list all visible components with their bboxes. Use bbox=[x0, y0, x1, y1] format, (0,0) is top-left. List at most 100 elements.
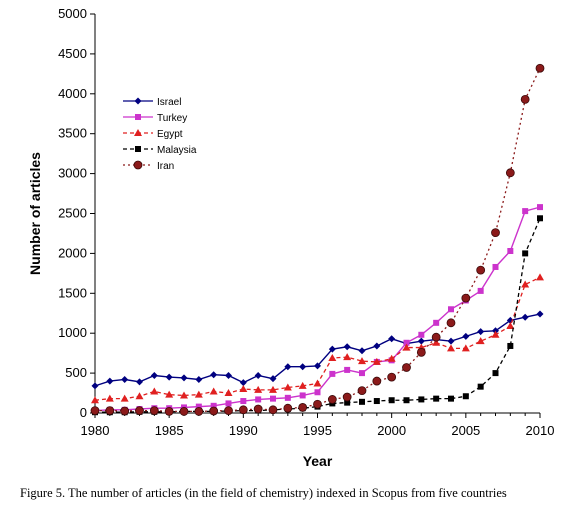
data-point-malaysia bbox=[388, 397, 395, 404]
data-point-iran bbox=[253, 404, 263, 414]
y-tick-label: 0 bbox=[80, 405, 87, 420]
data-point-egypt bbox=[372, 357, 381, 365]
data-point-malaysia bbox=[359, 398, 365, 405]
x-tick-label: 2010 bbox=[526, 423, 555, 438]
data-point-egypt bbox=[358, 357, 366, 365]
data-point-egypt bbox=[521, 280, 530, 288]
data-point-iran bbox=[120, 406, 130, 416]
data-point-iran bbox=[135, 406, 144, 416]
x-tick-label: 1990 bbox=[229, 423, 258, 438]
data-point-iran bbox=[238, 405, 248, 415]
data-point-israel bbox=[269, 375, 277, 383]
data-point-egypt bbox=[135, 392, 144, 400]
x-axis-title: Year bbox=[303, 453, 333, 469]
data-point-iran bbox=[90, 406, 100, 416]
legend-marker-egypt bbox=[134, 129, 142, 136]
data-point-malaysia bbox=[492, 370, 499, 377]
x-tick-label: 1980 bbox=[81, 423, 110, 438]
data-point-turkey bbox=[240, 398, 247, 405]
x-tick-label: 2005 bbox=[451, 423, 480, 438]
data-point-turkey bbox=[403, 339, 410, 346]
data-point-iran bbox=[268, 405, 278, 415]
data-point-iran bbox=[224, 406, 233, 416]
data-point-israel bbox=[373, 342, 381, 350]
series-egypt bbox=[91, 273, 544, 404]
data-point-egypt bbox=[298, 381, 307, 389]
data-point-egypt bbox=[313, 379, 322, 387]
data-point-israel bbox=[388, 335, 396, 343]
data-point-egypt bbox=[328, 353, 337, 361]
data-point-iran bbox=[535, 63, 545, 73]
x-tick-label: 1995 bbox=[303, 423, 332, 438]
data-point-malaysia bbox=[522, 250, 529, 257]
data-point-egypt bbox=[224, 389, 233, 397]
data-point-egypt bbox=[461, 344, 470, 352]
data-point-israel bbox=[536, 310, 544, 318]
data-point-turkey bbox=[522, 208, 529, 215]
data-point-israel bbox=[284, 363, 292, 371]
legend: Israel Turkey Egypt Malaysia Iran bbox=[123, 97, 197, 172]
data-point-israel bbox=[225, 371, 232, 379]
data-point-israel bbox=[254, 371, 262, 379]
y-tick-label: 5000 bbox=[58, 6, 87, 21]
y-axis-title: Number of articles bbox=[27, 152, 43, 275]
figure-caption: Figure 5. The number of articles (in the… bbox=[20, 486, 507, 500]
data-point-egypt bbox=[120, 394, 129, 402]
legend-label-turkey: Turkey bbox=[157, 113, 187, 124]
data-point-israel bbox=[358, 347, 366, 355]
data-point-egypt bbox=[343, 353, 352, 361]
data-point-iran bbox=[402, 363, 411, 372]
y-tick-label: 2500 bbox=[58, 206, 87, 221]
data-point-israel bbox=[180, 374, 188, 382]
data-point-iran bbox=[149, 406, 159, 416]
data-point-israel bbox=[195, 375, 203, 383]
data-point-iran bbox=[476, 265, 486, 275]
data-point-malaysia bbox=[344, 399, 351, 406]
data-point-israel bbox=[447, 337, 455, 345]
data-point-iran bbox=[194, 407, 204, 416]
data-point-iran bbox=[298, 403, 308, 412]
y-tick-label: 500 bbox=[65, 365, 87, 380]
data-point-israel bbox=[299, 363, 307, 371]
data-point-iran bbox=[357, 386, 367, 396]
chart-container: 0 500 1000 1500 2000 2500 3000 3500 4000 4500 5000… bbox=[27, 6, 555, 469]
data-point-israel bbox=[328, 345, 336, 353]
data-point-iran bbox=[342, 392, 352, 402]
legend-label-iran: Iran bbox=[157, 161, 174, 172]
legend-marker-malaysia bbox=[135, 146, 141, 152]
data-point-egypt bbox=[402, 343, 411, 351]
data-point-egypt bbox=[491, 330, 500, 338]
data-point-turkey bbox=[314, 389, 321, 396]
legend-label-egypt: Egypt bbox=[157, 129, 183, 140]
data-point-israel bbox=[150, 371, 158, 379]
data-point-israel bbox=[121, 375, 129, 383]
data-point-egypt bbox=[194, 390, 203, 398]
data-point-turkey bbox=[210, 402, 217, 409]
data-point-egypt bbox=[150, 387, 159, 395]
data-point-iran bbox=[327, 395, 337, 404]
data-point-israel bbox=[165, 373, 173, 381]
data-point-turkey bbox=[299, 392, 306, 399]
y-tick-label: 3000 bbox=[58, 166, 87, 181]
x-tick-label: 2000 bbox=[377, 423, 406, 438]
data-point-turkey bbox=[359, 370, 365, 377]
legend-marker-iran bbox=[133, 160, 143, 170]
data-point-iran bbox=[491, 228, 500, 238]
data-point-israel bbox=[106, 377, 114, 385]
data-point-turkey bbox=[448, 306, 454, 313]
data-point-egypt bbox=[91, 396, 99, 404]
data-point-israel bbox=[314, 362, 321, 370]
data-point-turkey bbox=[225, 400, 232, 407]
series-line-israel bbox=[94, 313, 541, 387]
data-point-egypt bbox=[432, 338, 441, 346]
y-tick-label: 4500 bbox=[58, 46, 87, 61]
data-point-turkey bbox=[344, 366, 351, 373]
data-point-egypt bbox=[209, 387, 218, 395]
data-point-egypt bbox=[180, 391, 188, 399]
data-point-israel bbox=[477, 328, 485, 336]
data-point-malaysia bbox=[537, 215, 543, 222]
data-point-egypt bbox=[165, 390, 174, 398]
data-point-egypt bbox=[506, 322, 515, 330]
data-point-turkey bbox=[195, 403, 202, 410]
data-point-egypt bbox=[254, 385, 263, 393]
